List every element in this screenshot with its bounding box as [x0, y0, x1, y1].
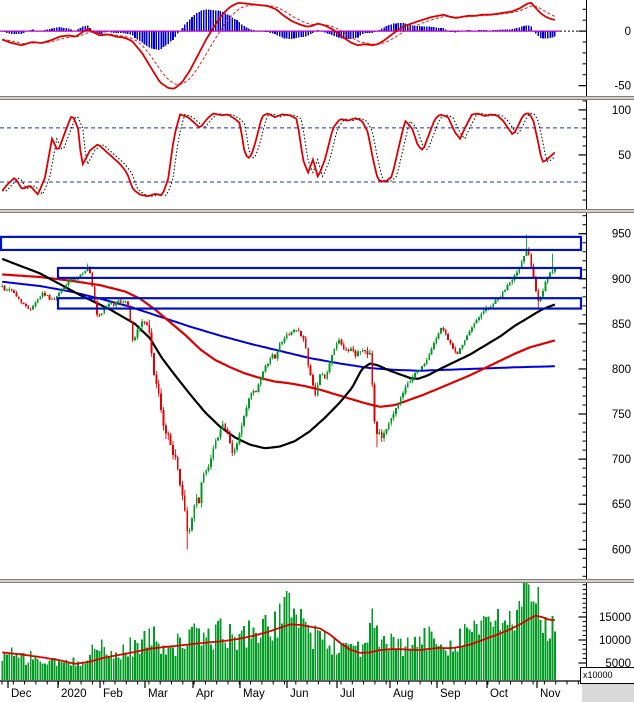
x-axis-month-label: Sep — [440, 688, 460, 700]
x-axis: Dec 2020 Feb Mar Apr May Jun Jul Aug Sep Oct Nov — [0, 680, 587, 700]
volume-unit-box: x10000 — [580, 667, 634, 684]
y-axis-tick-label: 900 — [612, 274, 631, 286]
price-panel-plot — [1, 234, 556, 550]
y-axis-tick-label: 950 — [612, 229, 631, 241]
x-axis-month-label: Aug — [393, 688, 413, 700]
volume-unit-label: x10000 — [583, 670, 613, 680]
panel-splitter-price-volume[interactable] — [0, 579, 634, 583]
y-axis-tick-label: 850 — [612, 319, 631, 331]
y-axis-tick-label: 650 — [612, 499, 631, 511]
volume-panel-plot — [1, 581, 556, 680]
stochastic-panel-plot — [0, 112, 582, 198]
y-axis-tick-label: -50 — [614, 81, 631, 93]
x-axis-month-label: Dec — [11, 688, 32, 700]
y-axis-tick-label: 700 — [612, 454, 631, 466]
x-axis-month-label: Jun — [290, 688, 309, 700]
y-axis-tick-label: 50 — [618, 150, 631, 162]
x-axis-month-label: Oct — [490, 688, 509, 700]
y-axis-tick-label: 600 — [612, 544, 631, 556]
y-axis-tick-label: 750 — [612, 409, 631, 421]
y-axis-tick-label: 100 — [612, 105, 631, 117]
y-axis-tick-label: 10000 — [599, 635, 631, 647]
y-axis-tick-label: 15000 — [599, 612, 631, 624]
y-axis-tick-label: 0 — [625, 26, 631, 38]
panel-splitter-macd-stochastic[interactable] — [0, 96, 634, 100]
y-axis-tick-label: 800 — [612, 364, 631, 376]
x-axis-month-label: Apr — [196, 688, 214, 700]
x-axis-month-label: May — [243, 688, 265, 700]
panel-splitter-stochastic-price[interactable] — [0, 209, 634, 213]
x-axis-month-label: Feb — [103, 688, 123, 700]
macd-panel-plot — [0, 1, 584, 90]
x-axis-month-label: Mar — [148, 688, 168, 700]
corner-filler — [582, 684, 634, 702]
x-axis-month-label: Jul — [340, 688, 355, 700]
resistance-zones — [0, 235, 583, 310]
x-axis-month-label: 2020 — [61, 688, 87, 700]
x-axis-month-label: Nov — [540, 688, 561, 700]
